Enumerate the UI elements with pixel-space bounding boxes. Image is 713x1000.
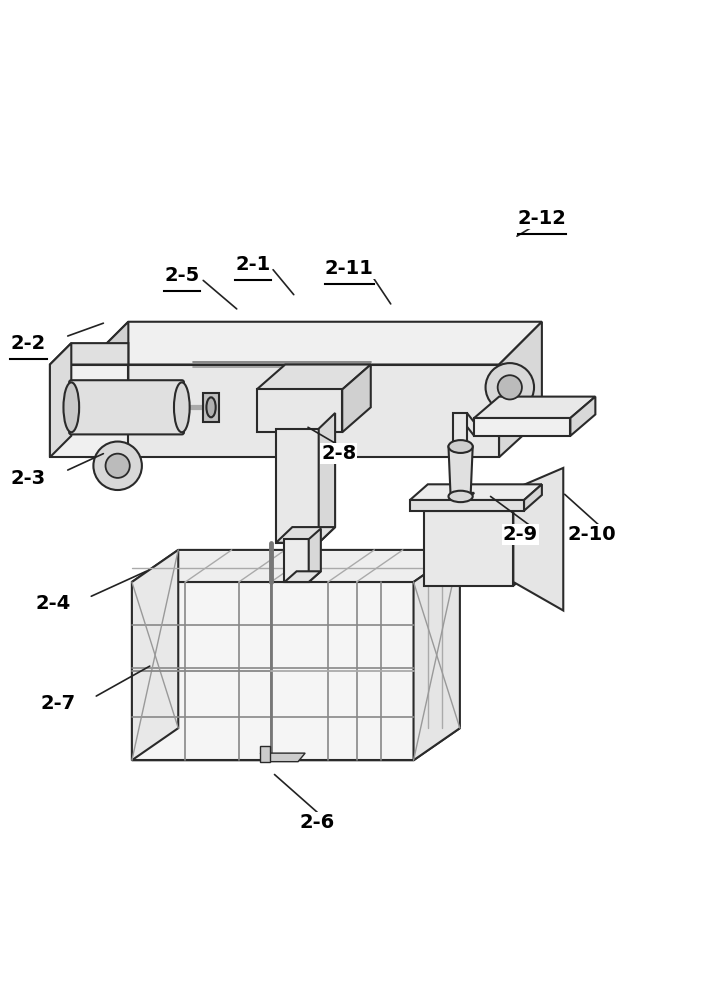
Polygon shape — [132, 550, 178, 760]
Polygon shape — [453, 413, 467, 500]
Ellipse shape — [448, 440, 473, 453]
Text: 2-2: 2-2 — [11, 334, 46, 353]
Text: 2-3: 2-3 — [11, 469, 46, 488]
Polygon shape — [513, 468, 563, 611]
Polygon shape — [513, 489, 538, 586]
Polygon shape — [474, 418, 570, 436]
Polygon shape — [499, 322, 542, 457]
Polygon shape — [50, 365, 128, 457]
Polygon shape — [86, 322, 128, 457]
Polygon shape — [260, 753, 305, 762]
Text: 2-9: 2-9 — [503, 525, 538, 544]
Polygon shape — [448, 447, 473, 496]
Polygon shape — [50, 343, 71, 457]
Polygon shape — [257, 389, 342, 432]
Polygon shape — [86, 365, 499, 457]
Text: 2-1: 2-1 — [235, 255, 271, 274]
Polygon shape — [424, 564, 538, 586]
Bar — [203, 393, 219, 422]
Polygon shape — [260, 746, 270, 762]
Polygon shape — [414, 550, 460, 760]
Ellipse shape — [93, 442, 142, 490]
Polygon shape — [410, 500, 524, 511]
Polygon shape — [86, 322, 542, 365]
Polygon shape — [410, 484, 542, 500]
Polygon shape — [342, 365, 371, 432]
Text: 2-8: 2-8 — [321, 444, 356, 463]
Polygon shape — [319, 413, 335, 543]
Polygon shape — [284, 539, 309, 582]
Text: 2-4: 2-4 — [36, 594, 71, 613]
Ellipse shape — [207, 397, 215, 417]
Polygon shape — [284, 571, 321, 582]
Ellipse shape — [486, 363, 534, 412]
Polygon shape — [132, 550, 460, 582]
Polygon shape — [424, 511, 513, 586]
Text: 2-6: 2-6 — [299, 813, 335, 832]
Text: 2-12: 2-12 — [518, 209, 566, 228]
Polygon shape — [474, 397, 595, 418]
Text: 2-10: 2-10 — [568, 525, 616, 544]
Ellipse shape — [106, 454, 130, 478]
Polygon shape — [50, 343, 128, 365]
FancyBboxPatch shape — [69, 380, 184, 434]
Polygon shape — [570, 397, 595, 436]
Polygon shape — [132, 582, 414, 760]
Polygon shape — [453, 493, 474, 500]
Ellipse shape — [448, 491, 473, 502]
Ellipse shape — [174, 382, 190, 432]
Polygon shape — [276, 527, 335, 543]
Polygon shape — [257, 365, 371, 389]
Ellipse shape — [498, 375, 522, 399]
Polygon shape — [309, 529, 321, 582]
Text: 2-7: 2-7 — [41, 694, 76, 713]
Polygon shape — [524, 484, 542, 511]
Ellipse shape — [63, 382, 79, 432]
Text: 2-11: 2-11 — [325, 259, 374, 278]
Text: 2-5: 2-5 — [164, 266, 200, 285]
Polygon shape — [276, 429, 319, 543]
Polygon shape — [132, 728, 460, 760]
